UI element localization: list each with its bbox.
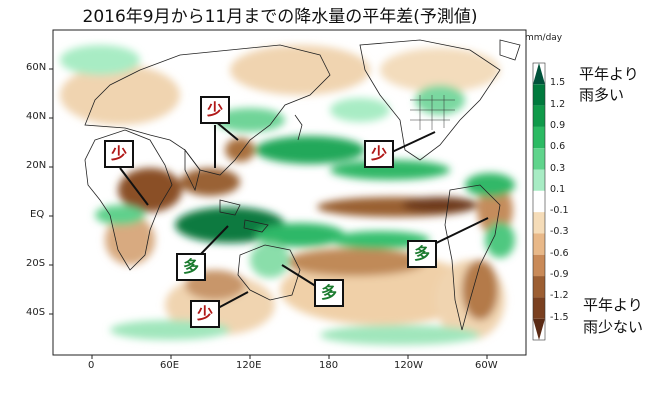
legend-dry-label-2: 雨少ない bbox=[583, 318, 644, 336]
y-tick-40n: 40N bbox=[26, 111, 47, 122]
y-tick-20s: 20S bbox=[26, 258, 46, 269]
legend-dry-label-1: 平年より bbox=[583, 296, 643, 314]
y-tick-60n: 60N bbox=[26, 62, 47, 73]
colorbar-tick-label: 1.2 bbox=[550, 98, 566, 110]
colorbar-tick-label: -0.3 bbox=[550, 226, 569, 238]
x-tick-60w: 60W bbox=[475, 360, 498, 371]
unit-label: mm/day bbox=[525, 33, 563, 43]
y-tick-20n: 20N bbox=[26, 160, 47, 171]
colorbar-tick-label: -1.5 bbox=[550, 311, 569, 323]
colorbar-tick-label: -0.9 bbox=[550, 269, 569, 281]
colorbar-tick-label: -1.2 bbox=[550, 290, 569, 302]
map-title: 2016年9月から11月までの降水量の平年差(予測値) bbox=[82, 7, 478, 27]
colorbar-tick-label: 1.5 bbox=[550, 77, 566, 89]
colorbar-tick-label: 0.3 bbox=[550, 162, 566, 174]
colorbar-tick-label: -0.1 bbox=[550, 205, 569, 217]
y-tick-40s: 40S bbox=[26, 307, 46, 318]
wet-marker-south-pacific: 多 bbox=[314, 279, 344, 307]
x-tick-120w: 120W bbox=[394, 360, 423, 371]
colorbar-tick-label: -0.6 bbox=[550, 247, 569, 259]
dry-marker-asia: 少 bbox=[200, 96, 230, 124]
x-tick-180: 180 bbox=[319, 360, 339, 371]
wet-marker-south-america: 多 bbox=[407, 240, 437, 268]
dry-marker-pacific: 少 bbox=[364, 140, 394, 168]
legend-wet-label-2: 雨多い bbox=[579, 86, 625, 104]
colorbar-tick-label: 0.1 bbox=[550, 183, 566, 195]
x-tick-0: 0 bbox=[88, 360, 95, 371]
wet-marker-indian-ocean: 多 bbox=[176, 253, 206, 281]
colorbar-tick-label: 0.6 bbox=[550, 141, 566, 153]
y-tick-eq: EQ bbox=[30, 209, 45, 220]
x-tick-120e: 120E bbox=[236, 360, 262, 371]
x-tick-60e: 60E bbox=[160, 360, 180, 371]
colorbar-tick-label: 0.9 bbox=[550, 119, 566, 131]
legend-wet-label-1: 平年より bbox=[579, 65, 639, 83]
dry-marker-australia: 少 bbox=[190, 300, 220, 328]
dry-marker-africa: 少 bbox=[104, 140, 134, 168]
